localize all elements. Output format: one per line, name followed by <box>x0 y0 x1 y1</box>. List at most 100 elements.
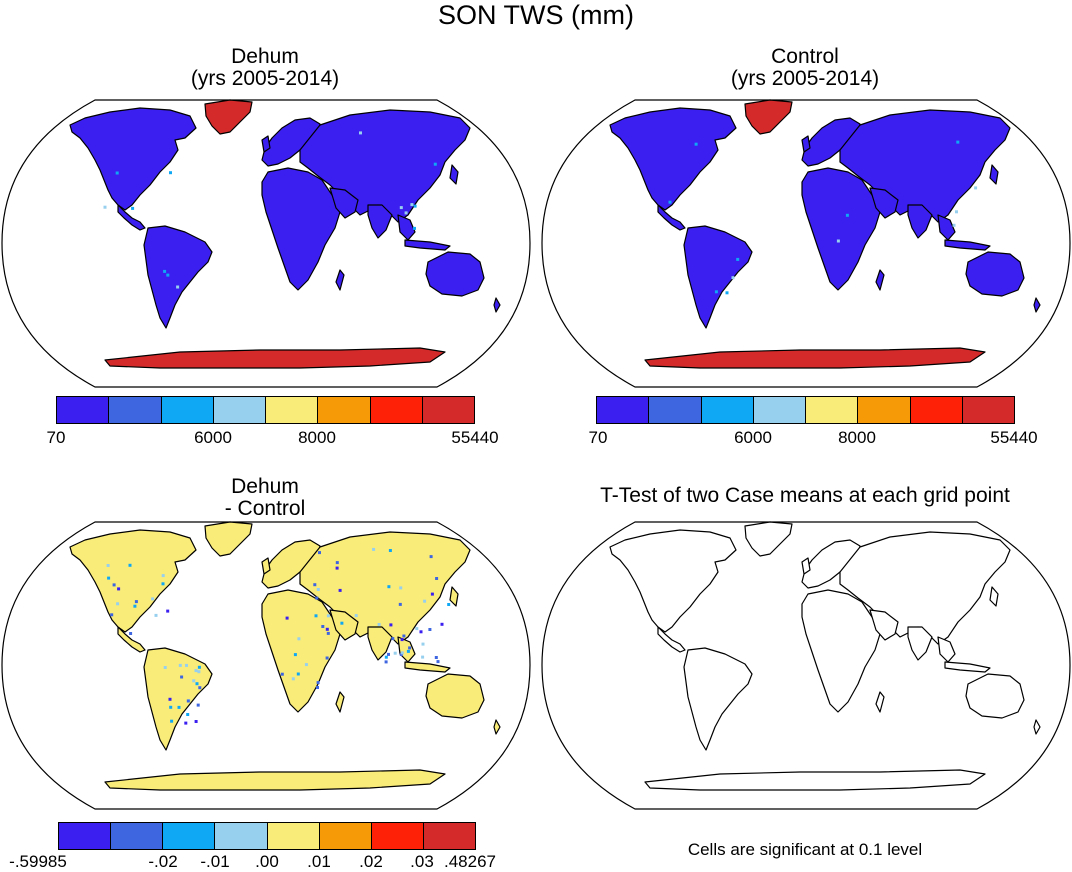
colorbar-control-label-mid2: 8000 <box>838 428 876 447</box>
colorbar-swatch <box>57 397 110 423</box>
colorbar-swatch <box>59 823 112 849</box>
grid-cell <box>694 142 698 146</box>
grid-cell <box>151 597 155 601</box>
landmass-africa <box>261 167 341 291</box>
grid-cell <box>413 226 416 230</box>
landmass-australia <box>425 251 485 297</box>
grid-cell <box>955 210 958 214</box>
landmass-britain <box>261 135 271 153</box>
panel-title-top-right-line2: (yrs 2005-2014) <box>730 67 880 90</box>
grid-cell <box>163 269 167 273</box>
grid-cell <box>836 239 840 243</box>
landmass-britain <box>801 557 811 575</box>
grid-cell <box>387 585 391 589</box>
colorbar-swatch <box>266 397 319 423</box>
landmass-madagascar <box>875 269 885 291</box>
landmass-india <box>907 626 933 661</box>
colorbar-control-label-min: 70 <box>588 428 608 447</box>
landmass-seAsia <box>937 214 956 241</box>
grid-cell <box>436 660 440 664</box>
grid-cell <box>400 638 404 642</box>
grid-cell <box>421 655 425 659</box>
landmass-southAmerica <box>143 647 213 751</box>
landmass-indonesia <box>404 661 451 673</box>
landmass-northAmerica <box>69 107 197 211</box>
grid-cell-texture <box>103 131 437 289</box>
colorbar-swatch <box>423 823 475 849</box>
landmass-japan <box>989 164 999 185</box>
landmass-centralAmerica <box>117 204 146 231</box>
colorbar-difference <box>58 822 476 850</box>
colorbar-swatch <box>806 397 859 423</box>
colorbar-swatch <box>267 823 320 849</box>
grid-cell <box>377 623 381 626</box>
grid-cell <box>192 679 196 683</box>
panel-title-top-right-line1: Control <box>771 45 839 68</box>
grid-cell <box>435 577 439 580</box>
colorbar-swatch <box>962 397 1014 423</box>
landmass-arabia <box>869 609 899 641</box>
landmass-britain <box>801 135 811 153</box>
grid-cell <box>372 547 376 551</box>
grid-cell <box>413 204 417 208</box>
landmass-australia <box>965 251 1025 297</box>
colorbar-diff-label-3: .00 <box>255 852 279 871</box>
figure-title: SON TWS (mm) <box>438 0 634 30</box>
grid-cell <box>115 171 119 175</box>
grid-cell <box>194 669 198 673</box>
landmass-centralAmerica <box>117 626 146 653</box>
colorbar-swatch <box>753 397 806 423</box>
colorbar-swatch <box>371 823 424 849</box>
grid-cell <box>163 666 167 669</box>
grid-cell <box>170 719 174 723</box>
colorbar-diff-label-0: -.59985 <box>9 852 67 871</box>
colorbar-swatch <box>319 823 372 849</box>
landmass-india <box>367 626 393 661</box>
colorbar-swatch <box>649 397 702 423</box>
grid-cell <box>391 637 395 641</box>
grid-cell <box>433 162 437 166</box>
panel-title-top-right: Control (yrs 2005-2014) <box>590 46 1020 90</box>
landmass-nz <box>1033 719 1041 735</box>
panel-title-bottom-left-line1: Dehum <box>231 475 299 498</box>
landmass-southAmerica <box>683 225 753 329</box>
colorbar-diff-label-2: -.01 <box>200 852 230 871</box>
landmass-antarctica <box>644 769 986 791</box>
landmass-nz <box>493 719 501 735</box>
panel-title-bottom-left: Dehum - Control <box>50 476 480 520</box>
colorbar-swatch <box>910 397 963 423</box>
landmass-nz <box>493 297 501 313</box>
landmass-greenland <box>204 521 253 557</box>
grid-cell <box>399 653 403 656</box>
grid-cell <box>184 721 188 725</box>
landmass-greenland <box>204 99 253 135</box>
map-ttest <box>541 521 1071 810</box>
grid-cell <box>338 588 342 592</box>
grid-cell <box>110 613 114 617</box>
grid-cell <box>180 675 184 679</box>
grid-cell <box>668 200 672 204</box>
grid-cell <box>384 655 388 659</box>
landmass-india <box>907 204 933 239</box>
landmass-seAsia <box>397 214 416 241</box>
landmass-greenland <box>744 521 793 557</box>
grid-cell <box>285 616 289 620</box>
grid-cell <box>296 672 300 676</box>
grid-cell <box>315 596 319 600</box>
grid-cell <box>430 592 434 596</box>
landmass-antarctica <box>104 347 446 369</box>
grid-cell <box>384 660 388 664</box>
grid-cell <box>974 186 978 190</box>
grid-cell <box>103 205 107 209</box>
grid-cell <box>325 627 329 631</box>
landmass-africa <box>801 589 881 713</box>
landmass-northAmerica <box>69 529 197 633</box>
grid-cell <box>168 697 172 701</box>
grid-cell <box>388 549 392 552</box>
grid-cell <box>128 563 132 567</box>
landmass-africa <box>261 589 341 713</box>
grid-cell <box>161 574 165 578</box>
landmass-northAmerica <box>609 107 737 211</box>
grid-cell <box>406 649 410 653</box>
grid-cell <box>321 625 325 628</box>
